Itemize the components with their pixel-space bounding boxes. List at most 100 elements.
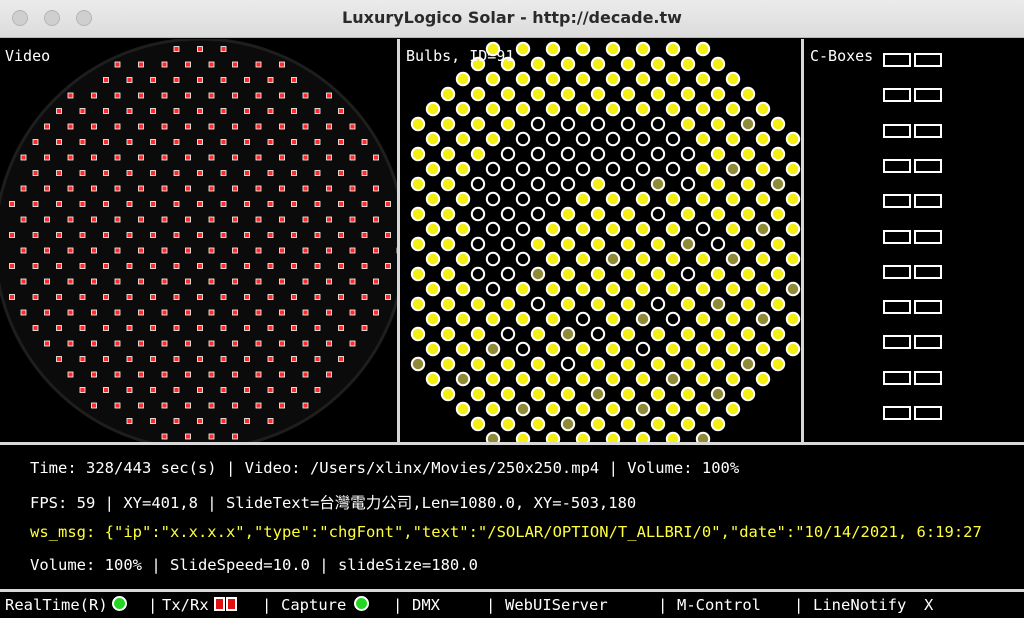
bulb <box>545 101 561 117</box>
video-pixel <box>373 185 379 192</box>
bulb <box>665 41 681 57</box>
video-pixel <box>208 185 215 192</box>
zoom-window-button[interactable] <box>76 10 92 26</box>
bulb <box>695 101 711 117</box>
bulbs-panel[interactable]: Bulbs, ID=91 <box>401 39 801 442</box>
video-pixel <box>267 139 274 145</box>
bulb <box>515 311 531 327</box>
bulb <box>455 371 471 387</box>
video-pixel <box>79 263 86 269</box>
cbox-indicator <box>914 335 942 350</box>
video-pixel <box>126 108 133 114</box>
bulb <box>590 146 606 162</box>
bulb <box>695 311 711 327</box>
bulb <box>770 206 786 222</box>
video-pixel <box>103 356 109 362</box>
bulb <box>695 41 711 57</box>
bulbs-panel-label: Bulbs, ID=91 <box>406 47 515 65</box>
bulb <box>785 131 801 147</box>
bulb <box>485 431 501 442</box>
video-pixel <box>56 325 62 331</box>
video-pixel <box>150 201 156 207</box>
exit-button[interactable]: X <box>924 596 934 614</box>
bulb <box>455 311 471 327</box>
bulb <box>500 296 516 312</box>
bottom-toolbar: RealTime(R) | Tx/Rx | Capture | DMX | We… <box>0 592 1024 618</box>
line-notify-button[interactable]: LineNotify <box>813 596 907 614</box>
video-pixel <box>150 325 156 331</box>
video-pixel <box>326 154 332 161</box>
video-pixel <box>161 123 168 130</box>
video-pixel <box>385 263 391 269</box>
bulb <box>560 146 576 162</box>
video-pixel <box>197 325 203 331</box>
video-pixel <box>232 216 238 223</box>
bulb <box>530 86 546 102</box>
bulb <box>665 251 681 267</box>
bulb <box>410 206 426 222</box>
close-window-button[interactable] <box>12 10 28 26</box>
bulb <box>455 161 471 177</box>
bulb <box>440 116 456 132</box>
realtime-toggle[interactable]: RealTime(R) <box>5 596 127 614</box>
bulb <box>530 146 546 162</box>
video-pixel <box>326 216 332 223</box>
video-pixel <box>208 278 215 285</box>
video-pixel <box>338 170 344 176</box>
video-pixel <box>114 402 121 409</box>
video-pixel <box>232 247 238 254</box>
video-pixel <box>56 232 62 238</box>
video-pixel <box>44 340 50 347</box>
video-pixel <box>138 247 144 254</box>
video-pixel <box>232 154 238 161</box>
bulb <box>605 251 621 267</box>
bulb <box>650 386 666 402</box>
video-pixel <box>197 294 203 300</box>
bulb <box>530 116 546 132</box>
bulb <box>410 236 426 252</box>
bulb <box>785 251 801 267</box>
video-pixel <box>173 77 180 83</box>
video-pixel <box>291 232 297 238</box>
bulb <box>455 191 471 207</box>
bulb <box>605 311 621 327</box>
bulb <box>515 161 531 177</box>
bulb <box>635 191 651 207</box>
webui-server-button[interactable]: WebUIServer <box>505 596 608 614</box>
bulb <box>575 101 591 117</box>
bulb <box>440 266 456 282</box>
bulb <box>440 86 456 102</box>
video-pixel <box>103 108 109 114</box>
bulb <box>605 401 621 417</box>
bulb <box>440 206 456 222</box>
video-pixel <box>244 77 250 83</box>
bulb <box>410 146 426 162</box>
video-pixel <box>44 278 50 285</box>
status-divider <box>0 442 1024 445</box>
capture-toggle[interactable]: Capture <box>281 596 370 614</box>
bulb <box>650 296 666 312</box>
dmx-button[interactable]: DMX <box>412 596 440 614</box>
video-pixel <box>91 216 97 223</box>
video-pixel <box>44 247 50 254</box>
video-pixel <box>349 309 356 316</box>
bulb <box>425 281 441 297</box>
video-pixel <box>361 263 368 269</box>
video-pixel <box>279 278 285 285</box>
video-pixel <box>232 61 238 68</box>
video-pixel <box>56 108 62 114</box>
minimize-window-button[interactable] <box>44 10 60 26</box>
video-pixel <box>44 154 50 161</box>
video-pixel <box>197 108 203 114</box>
txrx-toggle[interactable]: Tx/Rx <box>162 596 237 614</box>
video-panel[interactable]: Video <box>0 39 397 442</box>
m-control-button[interactable]: M-Control <box>677 596 761 614</box>
video-pixel <box>79 170 86 176</box>
cbox-indicator <box>883 88 911 103</box>
video-pixel <box>291 201 297 207</box>
bulb <box>560 266 576 282</box>
bulb <box>620 86 636 102</box>
bulb <box>605 71 621 87</box>
video-pixel <box>150 108 156 114</box>
video-pixel <box>20 247 27 254</box>
